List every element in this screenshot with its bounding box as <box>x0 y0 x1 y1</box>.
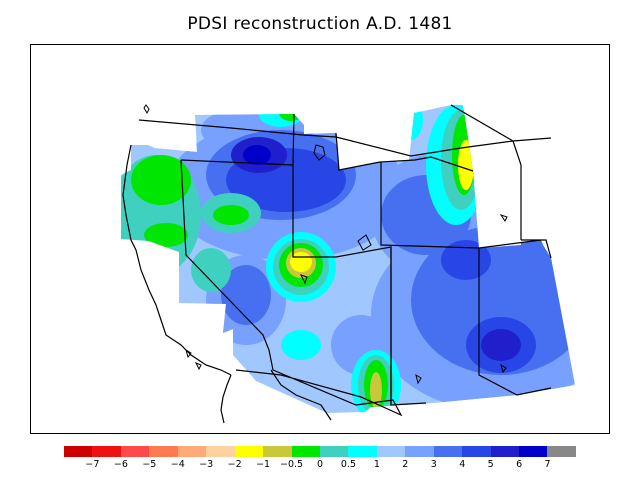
legend-tick-label: −5 <box>142 459 157 470</box>
legend-swatch <box>177 446 207 457</box>
legend-swatch <box>234 446 264 457</box>
lake-southwest <box>415 373 422 385</box>
lake-east <box>499 214 508 222</box>
legend-tick-label: −1 <box>256 459 271 470</box>
legend-tick-labels: −7 −6 −5 −4 −3 −2 −1 −0.5 0 0.5 1 2 3 4 5 6 7 <box>64 459 576 473</box>
legend-swatch <box>348 446 377 457</box>
boundary-nevada-ca <box>180 159 403 417</box>
no-data-montana-gap <box>304 120 337 133</box>
legend-tick-label: 4 <box>459 459 466 470</box>
pdsi-anomaly-center <box>266 232 336 302</box>
map-frame <box>30 44 610 434</box>
boundary-nebraska <box>521 239 552 259</box>
pdsi-shading <box>121 105 575 413</box>
legend-swatch <box>120 446 150 457</box>
legend-tick-label: 1 <box>373 459 380 470</box>
legend-tick-label: −2 <box>227 459 242 470</box>
boundary-wyoming <box>335 132 474 172</box>
boundary-idaho <box>292 113 295 166</box>
boundary-dakotas <box>512 140 522 240</box>
legend-swatch <box>64 446 93 457</box>
yellowstone-lake <box>313 144 326 161</box>
lake-mead <box>300 274 308 285</box>
legend-tick-label: 6 <box>516 459 523 470</box>
gulf-coastline <box>270 369 332 421</box>
legend-tick-label: −7 <box>85 459 100 470</box>
legend-swatch <box>547 446 576 457</box>
pacific-coastline <box>122 144 232 376</box>
legend-swatch <box>319 446 349 457</box>
boundary-northern <box>138 119 552 157</box>
boundary-arizona-nm <box>390 247 427 406</box>
boundary-north-dakota <box>450 104 514 142</box>
legend-tick-label: 2 <box>402 459 409 470</box>
boundary-utah-colorado <box>380 162 542 249</box>
legend-tick-label: 7 <box>544 459 551 470</box>
island-3 <box>194 362 202 371</box>
legend-swatch <box>490 446 519 457</box>
legend-tick-label: −6 <box>113 459 128 470</box>
legend-tick-label: −0.5 <box>280 459 304 470</box>
no-data-plains <box>473 165 521 248</box>
legend-tick-label: 0.5 <box>340 459 356 470</box>
legend-swatch <box>263 446 292 457</box>
map-title: PDSI reconstruction A.D. 1481 <box>187 14 453 34</box>
legend-swatch <box>149 446 178 457</box>
legend-tick-label: −3 <box>199 459 214 470</box>
legend-swatch <box>206 446 235 457</box>
baja-coastline <box>220 374 232 424</box>
legend-swatch <box>376 446 406 457</box>
legend-swatch <box>291 446 320 457</box>
color-legend <box>64 446 576 457</box>
no-data-areas <box>304 120 521 248</box>
legend-swatch <box>519 446 548 457</box>
legend-tick-label: −4 <box>170 459 185 470</box>
legend-swatch <box>433 446 463 457</box>
lake-texas <box>500 363 507 374</box>
great-salt-lake <box>357 234 372 251</box>
legend-swatch <box>462 446 491 457</box>
legend-tick-label: 3 <box>430 459 437 470</box>
legend-tick-label: 0 <box>316 459 324 470</box>
island-2 <box>185 348 192 359</box>
state-boundaries <box>122 104 552 424</box>
pdsi-band-6-7 <box>243 145 271 165</box>
lakes-islands <box>143 104 508 385</box>
boundary-nm-texas <box>478 248 552 396</box>
legend-tick-label: 5 <box>487 459 494 470</box>
pdsi-map <box>121 104 575 424</box>
legend-swatch <box>92 446 121 457</box>
island-1 <box>143 104 150 115</box>
legend-swatch <box>405 446 434 457</box>
